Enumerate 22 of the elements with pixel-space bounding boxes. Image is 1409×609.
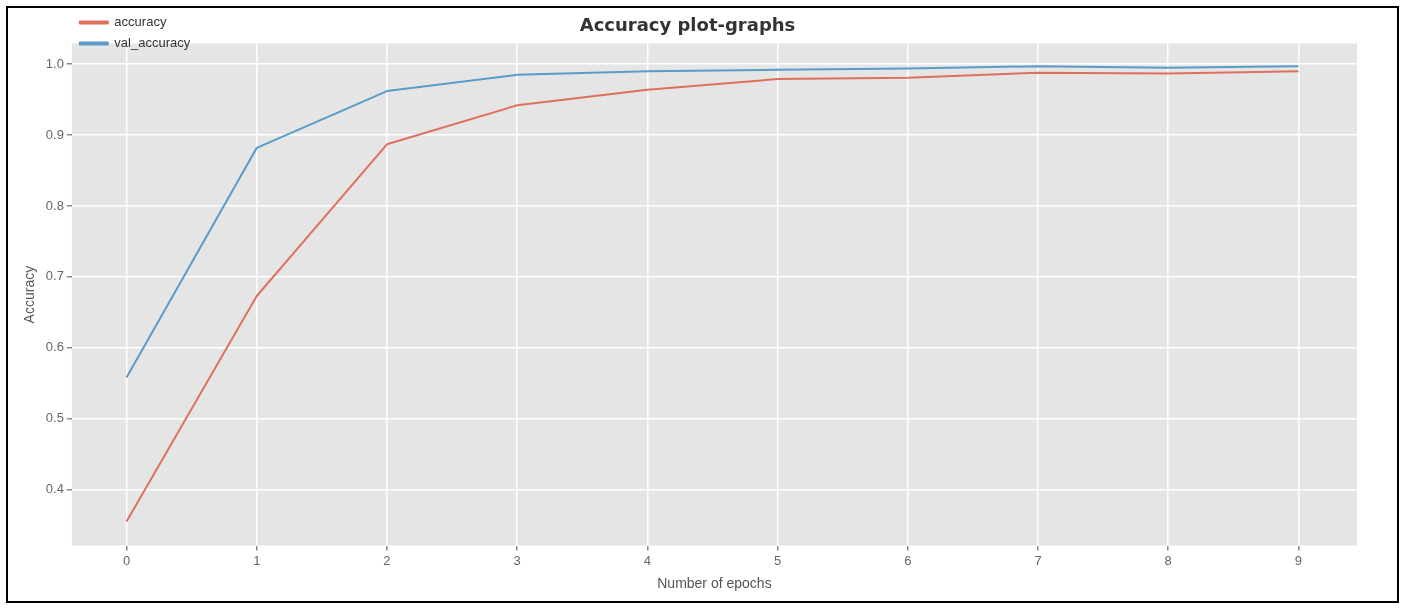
legend-label: accuracy [114,14,167,30]
y-tick-label: 0.4 [45,481,64,497]
x-tick-label: 8 [1164,552,1172,568]
x-tick-label: 1 [253,552,261,568]
x-tick-label: 6 [904,552,912,568]
x-tick-label: 2 [383,552,391,568]
y-tick-label: 0.5 [45,410,64,426]
x-tick-label: 4 [643,552,651,568]
y-axis-title: Accuracy [21,265,38,324]
legend-label: val_accuracy [114,35,191,51]
x-axis-title: Number of epochs [657,575,772,592]
y-tick-label: 1.0 [45,55,64,71]
x-tick-label: 5 [773,552,782,568]
x-tick-label: 7 [1034,552,1042,568]
y-tick-label: 0.9 [45,126,64,142]
y-tick-label: 0.8 [45,197,64,213]
y-tick-label: 0.7 [45,268,64,284]
x-tick-label: 0 [122,552,131,568]
chart-title: Accuracy plot-graphs [579,14,796,36]
y-tick-label: 0.6 [45,339,64,355]
x-tick-label: 3 [513,552,521,568]
x-tick-label: 9 [1294,552,1303,568]
